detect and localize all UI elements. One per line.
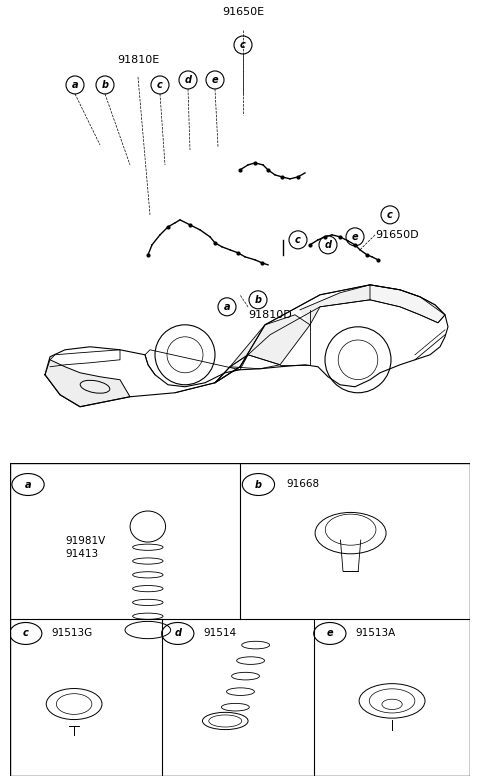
Text: 91650D: 91650D (375, 230, 419, 240)
Text: 91514: 91514 (203, 629, 236, 638)
Text: c: c (240, 40, 246, 50)
Text: d: d (174, 629, 181, 638)
Text: d: d (184, 75, 192, 85)
Polygon shape (45, 360, 130, 407)
Text: e: e (212, 75, 218, 85)
Text: c: c (387, 210, 393, 220)
Polygon shape (230, 315, 310, 367)
Text: d: d (324, 240, 332, 250)
Text: e: e (352, 232, 358, 241)
FancyBboxPatch shape (10, 463, 470, 776)
Text: 91981V
91413: 91981V 91413 (65, 535, 105, 559)
Text: 91513A: 91513A (355, 629, 396, 638)
Text: c: c (157, 80, 163, 90)
Text: 91810D: 91810D (248, 310, 292, 320)
Text: c: c (295, 235, 301, 245)
Text: b: b (255, 480, 262, 489)
Text: e: e (326, 629, 333, 638)
Text: a: a (224, 302, 230, 312)
Polygon shape (215, 355, 248, 383)
Text: 91668: 91668 (286, 478, 319, 488)
Text: 91810E: 91810E (117, 55, 159, 65)
Text: c: c (23, 629, 29, 638)
Polygon shape (300, 285, 370, 325)
Text: b: b (101, 80, 108, 90)
Text: a: a (24, 480, 31, 489)
Polygon shape (370, 285, 445, 323)
Text: 91513G: 91513G (51, 629, 92, 638)
Text: a: a (72, 80, 78, 90)
Text: 91650E: 91650E (222, 7, 264, 17)
Text: b: b (254, 295, 262, 305)
